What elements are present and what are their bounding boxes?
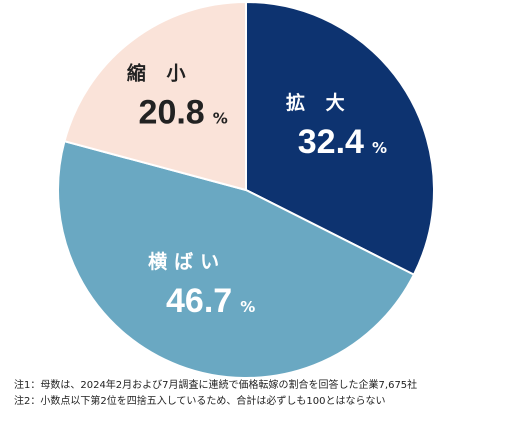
slice-value-2: 46.7 xyxy=(166,282,232,320)
slice-label-1: 拡 大 xyxy=(286,91,352,114)
footnote-2: 注2：小数点以下第2位を四捨五入しているため、合計は必ずしも100とはならない xyxy=(14,396,386,407)
slice-unit-2: % xyxy=(240,298,255,316)
pie-slices xyxy=(57,0,435,379)
slice-label-2: 横ばい xyxy=(148,250,226,273)
slice-unit-3: % xyxy=(213,109,228,127)
slice-label-3: 縮 小 xyxy=(127,61,193,84)
slice-value-3: 20.8 xyxy=(139,93,205,131)
pie-slice-1 xyxy=(245,0,435,276)
footnote-1: 注1：母数は、2024年2月および7月調査に連続で価格転嫁の割合を回答した企業7… xyxy=(14,380,418,391)
slice-unit-1: % xyxy=(372,139,387,157)
pie-slice-3 xyxy=(63,0,247,192)
slice-value-1: 32.4 xyxy=(298,123,364,161)
pie-labels: 拡 大 32.4 % 横ばい 46.7 % 縮 小 20.8% xyxy=(127,61,387,319)
footnotes: 注1：母数は、2024年2月および7月調査に連続で価格転嫁の割合を回答した企業7… xyxy=(14,378,499,410)
pie-slice-2 xyxy=(57,139,416,379)
